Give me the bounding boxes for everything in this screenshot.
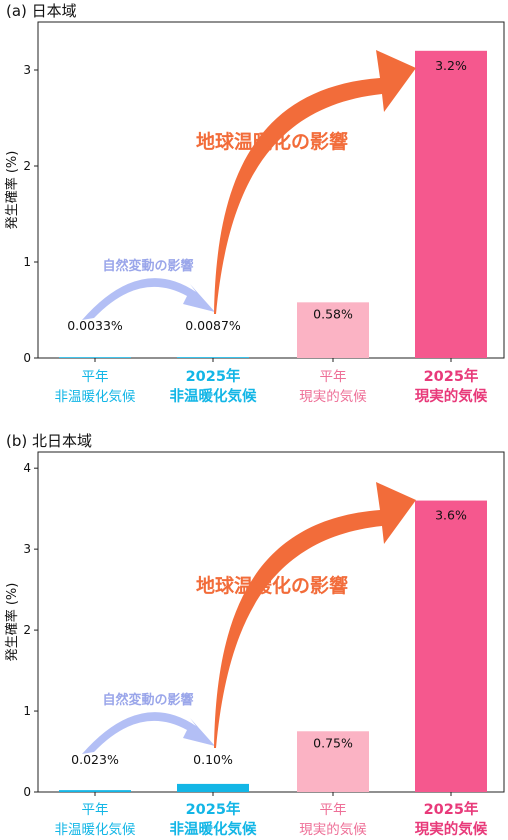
data-label: 0.0033% (67, 318, 123, 333)
bar (59, 357, 131, 358)
x-category-label-line1: 平年 (82, 802, 109, 818)
y-tick-label: 2 (23, 159, 31, 173)
y-tick-label: 3 (23, 542, 31, 556)
x-category-label-line2: 非温暖化気候 (170, 820, 257, 838)
bar (297, 302, 369, 358)
natural-variability-arrow (82, 278, 215, 320)
y-tick-label: 0 (23, 785, 31, 799)
x-category-label-line1: 2025年 (186, 367, 241, 385)
x-category-label-line1: 2025年 (424, 367, 479, 385)
chart-panel-b: (b) 北日本域 0 1 2 3 4 発生確率 (%) 0.023% 0.10% 0.75% 3.6… (4, 432, 505, 838)
x-category-label-line1: 平年 (320, 369, 347, 385)
bar (415, 50, 487, 359)
plot-frame (37, 451, 505, 793)
y-tick-label: 4 (23, 461, 31, 475)
global-warming-label: 地球温暖化の影響 (196, 574, 348, 597)
y-tick-label: 1 (23, 255, 31, 269)
bar (59, 790, 131, 792)
global-warming-arrow (214, 50, 416, 314)
x-category-label-line1: 平年 (320, 802, 347, 818)
plot-frame (37, 21, 505, 359)
data-label: 3.2% (435, 58, 467, 73)
global-warming-label: 地球温暖化の影響 (196, 130, 348, 153)
natural-variability-label: 自然変動の影響 (102, 258, 193, 274)
natural-variability-arrow (82, 712, 215, 754)
y-axis-label: 発生確率 (%) (4, 583, 20, 662)
y-tick-label: 1 (23, 704, 31, 718)
data-label: 0.0087% (185, 318, 241, 333)
y-tick-label: 3 (23, 63, 31, 77)
chart-panel-a: (a) 日本域 0 1 2 3 発生確率 (%) 0.0033% 0.0087% 0.58% 3.… (4, 2, 505, 405)
x-category-label-line2: 非温暖化気候 (55, 389, 136, 405)
x-category-label-line2: 現実的気候 (299, 389, 367, 405)
x-category-label-line2: 非温暖化気候 (170, 387, 257, 405)
y-axis-label: 発生確率 (%) (4, 151, 20, 230)
bar (297, 731, 369, 792)
x-category-label-line2: 現実的気候 (415, 820, 488, 838)
bar (177, 357, 249, 358)
x-category-label-line1: 平年 (82, 369, 109, 385)
x-category-label-line2: 非温暖化気候 (55, 822, 136, 838)
data-label: 3.6% (435, 508, 467, 523)
panel-title: (a) 日本域 (6, 2, 77, 20)
data-label: 0.75% (313, 735, 353, 750)
x-category-label-line1: 2025年 (424, 800, 479, 818)
bar (415, 500, 487, 792)
natural-variability-label: 自然変動の影響 (102, 692, 193, 708)
x-category-label-line2: 現実的気候 (299, 822, 367, 838)
data-label: 0.023% (71, 752, 119, 767)
x-category-label-line1: 2025年 (186, 800, 241, 818)
y-tick-label: 2 (23, 623, 31, 637)
y-tick-label: 0 (23, 351, 31, 365)
data-label: 0.10% (193, 752, 233, 767)
bar (177, 783, 249, 792)
data-label: 0.58% (313, 306, 353, 321)
x-category-label-line2: 現実的気候 (415, 387, 488, 405)
global-warming-arrow (214, 482, 416, 748)
panel-title: (b) 北日本域 (6, 432, 92, 450)
